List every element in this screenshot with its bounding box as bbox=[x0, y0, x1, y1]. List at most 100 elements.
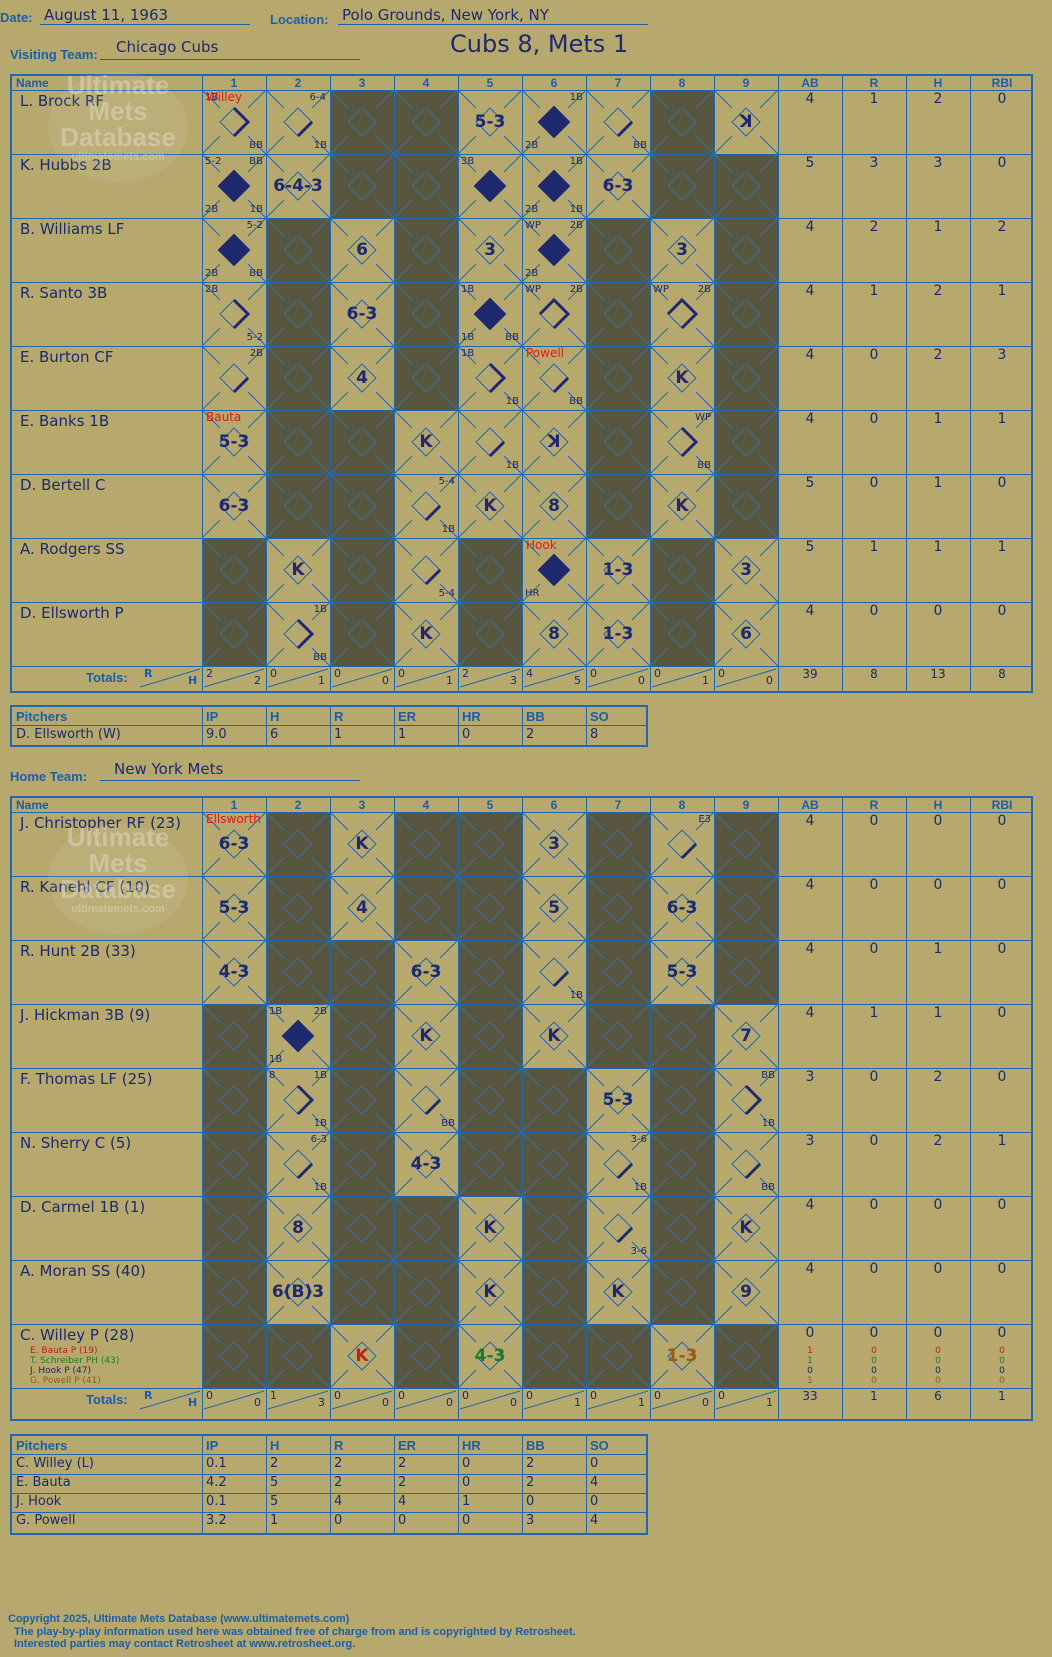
location-underline bbox=[338, 24, 648, 25]
play-annotation: 2B bbox=[697, 284, 711, 295]
scoring-cell: 3 bbox=[458, 218, 522, 282]
inning-total-hits: 3 bbox=[510, 674, 517, 687]
stat-header-h: H bbox=[933, 798, 943, 812]
team-total-rbi: 8 bbox=[998, 667, 1006, 681]
player-stat-ab: 0 bbox=[805, 1325, 815, 1341]
row-divider bbox=[12, 410, 1031, 411]
substitute-stat-h: 0 bbox=[935, 1346, 941, 1356]
scoring-cell bbox=[202, 1196, 266, 1260]
base-diamond bbox=[522, 410, 586, 474]
player-stat-h: 0 bbox=[933, 1197, 943, 1213]
base-diamond bbox=[586, 1196, 650, 1260]
player-stat-rbi: 1 bbox=[997, 539, 1007, 555]
player-stat-h: 1 bbox=[933, 1005, 943, 1021]
scoring-cell: 5-3 bbox=[458, 90, 522, 154]
pitcher-stat: 0.1 bbox=[206, 1494, 227, 1509]
inning-total-hits: 1 bbox=[446, 674, 453, 687]
scoring-cell: 1B 2B 1B bbox=[522, 154, 586, 218]
pitching-column-divider bbox=[266, 1436, 267, 1533]
base-diamond bbox=[458, 1068, 522, 1132]
player-stat-r: 0 bbox=[869, 877, 879, 893]
base-diamond bbox=[330, 602, 394, 666]
scoring-cell bbox=[266, 812, 330, 876]
base-diamond bbox=[714, 1324, 778, 1388]
player-name: L. Brock RF bbox=[20, 92, 104, 110]
scoring-cell bbox=[266, 876, 330, 940]
inning-header: 2 bbox=[294, 798, 302, 812]
play-result: 6-3 bbox=[346, 304, 378, 324]
scoring-cell bbox=[458, 538, 522, 602]
scoring-cell bbox=[202, 602, 266, 666]
base-diamond bbox=[650, 474, 714, 538]
substitute-stat-r: 0 bbox=[871, 1356, 877, 1366]
player-stat-h: 2 bbox=[933, 91, 943, 107]
scoring-cell: 1B 2B bbox=[522, 90, 586, 154]
scoring-cell bbox=[330, 1004, 394, 1068]
player-name: D. Bertell C bbox=[20, 476, 106, 494]
play-annotation: BB bbox=[761, 1182, 775, 1193]
scoring-cell: 1B 2B 1B bbox=[266, 1004, 330, 1068]
base-diamond bbox=[458, 876, 522, 940]
base-diamond bbox=[330, 812, 394, 876]
play-result: K bbox=[291, 560, 305, 580]
base-diamond bbox=[714, 876, 778, 940]
base-diamond bbox=[586, 282, 650, 346]
player-stat-h: 1 bbox=[933, 941, 943, 957]
base-diamond bbox=[650, 940, 714, 1004]
inning-total-hits: 0 bbox=[254, 1396, 261, 1409]
scoring-cell bbox=[458, 812, 522, 876]
inning-header: 8 bbox=[678, 798, 686, 812]
stat-header-h: H bbox=[933, 76, 943, 90]
scoring-cell: 6 bbox=[330, 218, 394, 282]
inning-total-runs: 1 bbox=[270, 1389, 277, 1402]
play-annotation: 1B bbox=[313, 1118, 327, 1129]
pitching-column-divider bbox=[458, 707, 459, 745]
scoring-cell: 4-3 bbox=[458, 1324, 522, 1388]
inning-total-hits: 1 bbox=[766, 1396, 773, 1409]
player-stat-r: 0 bbox=[869, 347, 879, 363]
base-diamond bbox=[330, 282, 394, 346]
base-diamond bbox=[330, 154, 394, 218]
scoring-cell: 9 bbox=[714, 1260, 778, 1324]
scoring-cell: K bbox=[330, 1324, 394, 1388]
scoring-cell bbox=[266, 346, 330, 410]
base-diamond bbox=[394, 812, 458, 876]
scoring-cell: 6-3 bbox=[330, 282, 394, 346]
scoring-cell: K bbox=[394, 410, 458, 474]
scoring-cell bbox=[458, 940, 522, 1004]
player-stat-ab: 3 bbox=[805, 1069, 815, 1085]
inning-total-runs: 0 bbox=[718, 1389, 725, 1402]
base-diamond bbox=[330, 346, 394, 410]
base-diamond bbox=[586, 1324, 650, 1388]
base-diamond bbox=[522, 1260, 586, 1324]
base-diamond bbox=[650, 1324, 714, 1388]
play-annotation: 1B bbox=[313, 140, 327, 151]
play-result: ꓘ bbox=[739, 112, 753, 132]
base-diamond bbox=[714, 346, 778, 410]
play-result: 6-3 bbox=[218, 834, 250, 854]
base-diamond bbox=[458, 940, 522, 1004]
pitcher-stat: 0 bbox=[462, 1513, 471, 1528]
play-result: 1-3 bbox=[602, 560, 634, 580]
base-diamond bbox=[458, 282, 522, 346]
player-stat-rbi: 1 bbox=[997, 411, 1007, 427]
play-result: K bbox=[483, 1218, 497, 1238]
scoring-cell: 6-3 bbox=[202, 812, 266, 876]
base-diamond bbox=[650, 154, 714, 218]
team-total-ab: 33 bbox=[802, 1389, 818, 1403]
scoring-cell bbox=[586, 218, 650, 282]
player-name: D. Ellsworth P bbox=[20, 604, 124, 622]
pitcher-stat: 4 bbox=[334, 1494, 343, 1509]
scoring-cell: K bbox=[458, 1196, 522, 1260]
scoring-cell: 1-3 bbox=[586, 602, 650, 666]
visiting-team-label: Visiting Team: bbox=[10, 47, 98, 62]
play-annotation: 1B bbox=[633, 1182, 647, 1193]
inning-header: 2 bbox=[294, 76, 302, 90]
pitcher-stat: 2 bbox=[334, 1475, 343, 1490]
base-diamond bbox=[650, 90, 714, 154]
home-team-underline bbox=[100, 780, 360, 781]
scoring-cell: 5-3 bbox=[650, 940, 714, 1004]
row-divider bbox=[12, 940, 1031, 941]
play-result: K bbox=[483, 496, 497, 516]
column-divider bbox=[842, 798, 843, 1419]
